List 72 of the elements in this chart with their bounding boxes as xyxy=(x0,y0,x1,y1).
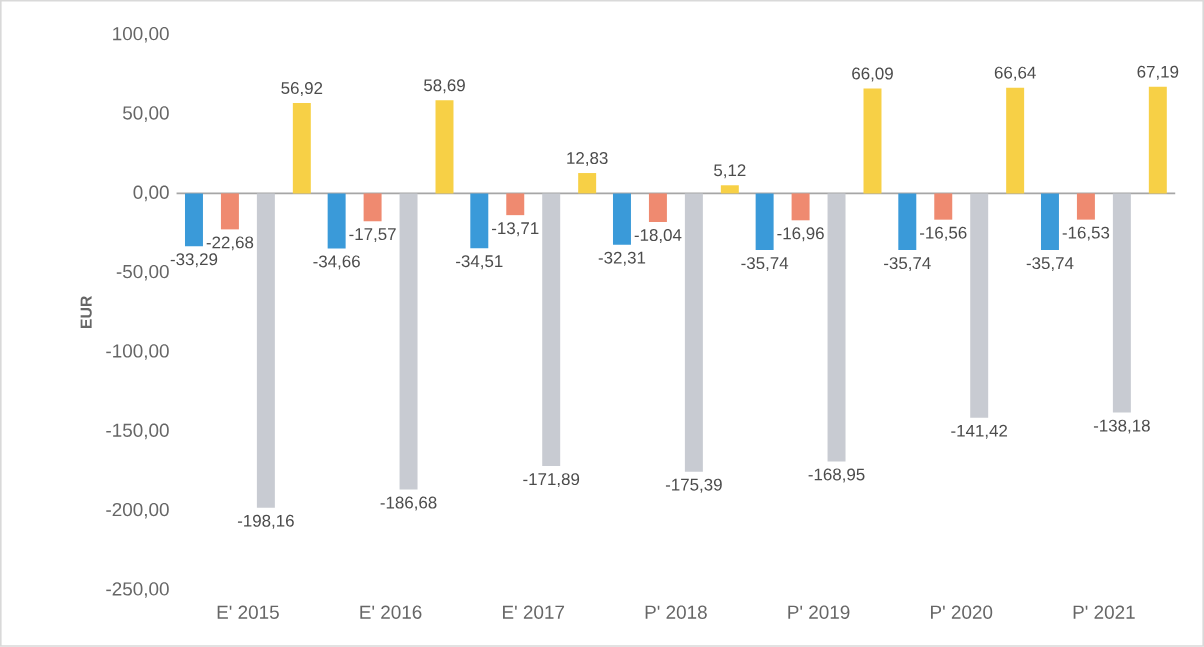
data-label: -18,04 xyxy=(634,229,682,244)
data-label: -34,66 xyxy=(313,255,360,270)
bar xyxy=(1040,193,1059,251)
data-label: -22,68 xyxy=(206,236,254,251)
data-label: -198,16 xyxy=(237,514,294,529)
bar xyxy=(1112,193,1131,413)
data-label: -17,57 xyxy=(349,228,396,243)
bar xyxy=(1148,86,1167,194)
bar xyxy=(542,193,561,467)
y-tick-label: -200,00 xyxy=(106,503,169,519)
bar xyxy=(684,193,703,472)
y-tick-label: -250,00 xyxy=(106,582,169,598)
bar xyxy=(220,193,239,230)
data-label: -16,96 xyxy=(777,227,824,242)
y-tick-label: -100,00 xyxy=(106,344,169,360)
bar xyxy=(292,103,311,194)
bar xyxy=(612,193,631,245)
x-tick-label: E' 2016 xyxy=(360,605,422,620)
bar xyxy=(399,193,418,490)
x-tick-label: P' 2018 xyxy=(645,605,707,620)
y-tick-label: -50,00 xyxy=(116,265,169,281)
data-label: -35,74 xyxy=(741,257,789,272)
bar xyxy=(720,185,739,194)
y-tick-label: 100,00 xyxy=(113,27,169,43)
bar xyxy=(970,193,989,418)
data-label: -16,56 xyxy=(920,226,967,241)
bar xyxy=(827,193,846,462)
data-label: -35,74 xyxy=(884,257,931,272)
data-label: -32,31 xyxy=(598,251,646,266)
bar xyxy=(755,193,774,251)
data-label: -171,89 xyxy=(523,473,580,488)
y-tick-label: -150,00 xyxy=(106,423,169,440)
data-label: 67,19 xyxy=(1137,65,1179,80)
data-label: 66,64 xyxy=(994,66,1036,81)
data-label: -141,42 xyxy=(951,424,1008,439)
data-label: -13,71 xyxy=(492,222,539,237)
x-tick-label: P' 2019 xyxy=(788,605,850,620)
bar xyxy=(791,193,810,221)
bar xyxy=(648,193,667,223)
data-label: -175,39 xyxy=(665,478,722,493)
y-tick-label: 50,00 xyxy=(122,106,169,123)
data-label: -168,95 xyxy=(808,468,865,483)
x-tick-label: E' 2015 xyxy=(217,605,279,620)
bar xyxy=(863,88,882,194)
bar xyxy=(470,193,489,249)
bar xyxy=(327,193,346,249)
data-label: -35,74 xyxy=(1026,257,1074,272)
data-label: -16,53 xyxy=(1062,226,1110,241)
data-label: -138,18 xyxy=(1093,419,1150,434)
data-label: -33,29 xyxy=(170,253,218,268)
data-label: 5,12 xyxy=(714,164,746,179)
bar xyxy=(1076,193,1095,220)
data-label: 66,09 xyxy=(852,67,893,82)
y-axis-title: EUR xyxy=(80,296,92,329)
bar xyxy=(898,193,917,251)
bar xyxy=(934,193,953,220)
data-label: 58,69 xyxy=(424,79,465,94)
bar xyxy=(435,100,454,194)
bar xyxy=(506,193,525,216)
data-label: 12,83 xyxy=(567,152,608,167)
y-tick-label: 0,00 xyxy=(133,185,169,202)
data-label: 56,92 xyxy=(281,82,323,97)
x-tick-label: E' 2017 xyxy=(503,605,565,620)
bar xyxy=(578,173,597,194)
x-tick-label: P' 2021 xyxy=(1073,605,1135,620)
x-tick-label: P' 2020 xyxy=(931,605,993,620)
bar xyxy=(363,193,382,222)
bar xyxy=(256,193,275,508)
data-label: -186,68 xyxy=(380,496,437,511)
bar xyxy=(1006,87,1025,194)
data-label: -34,51 xyxy=(456,255,503,270)
bar xyxy=(184,193,203,247)
